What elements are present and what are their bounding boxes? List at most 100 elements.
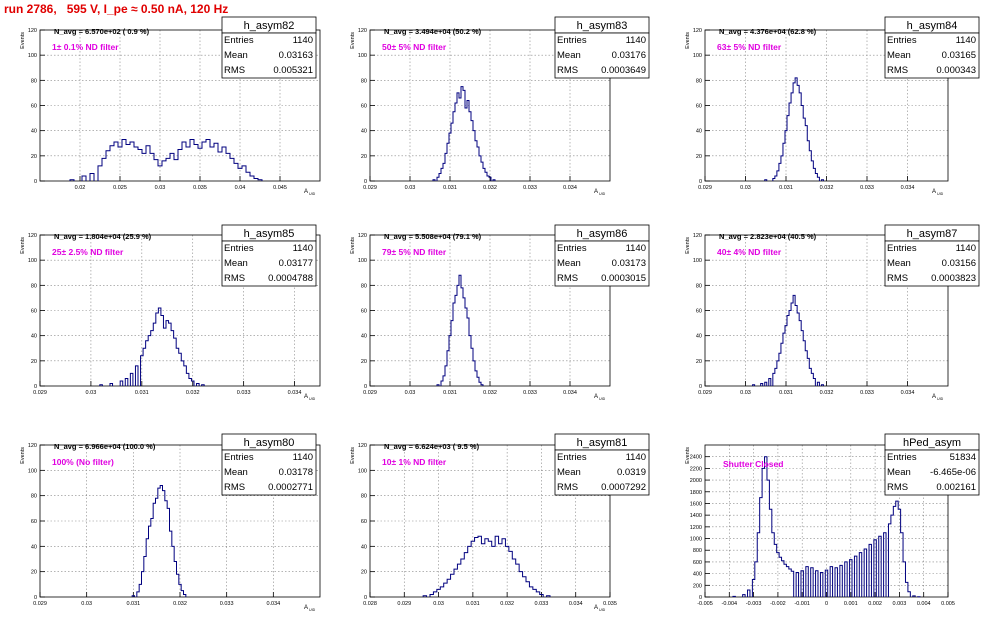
histogram-line	[764, 77, 824, 181]
stat-value: 1140	[293, 452, 313, 463]
x-tick-label: 0.03	[405, 185, 416, 191]
y-tick-label: 60	[31, 519, 37, 525]
stat-label: Entries	[557, 452, 587, 463]
x-tick-label: 0.029	[363, 390, 377, 396]
y-tick-label: 600	[693, 560, 702, 566]
stat-label: Entries	[557, 35, 587, 46]
x-axis-title: AUID	[932, 189, 944, 196]
stats-title: h_asym84	[907, 20, 958, 32]
y-tick-label: 120	[358, 28, 367, 34]
y-tick-label: 40	[361, 544, 367, 550]
histogram-panel-h_asym86: 0 20 40 60 80 100 120 0.029 0.03 0.031 0.032 0.033 0…	[350, 224, 650, 401]
stats-title: hPed_asym	[903, 437, 961, 449]
x-axis-title: AUID	[594, 394, 606, 401]
stat-label: RMS	[557, 482, 578, 493]
x-tick-label: 0.029	[33, 601, 47, 607]
y-tick-label: 100	[28, 258, 37, 264]
histogram-panel-h_asym83: 0 20 40 60 80 100 120 0.029 0.03 0.031 0.032 0.033 0…	[350, 16, 650, 196]
x-tick-label: 0.032	[483, 185, 497, 191]
y-tick-label: 0	[364, 595, 367, 601]
x-tick-label: -0.003	[746, 601, 762, 607]
stat-value: 0.000343	[936, 65, 976, 76]
y-tick-label: 40	[31, 544, 37, 550]
x-tick-label: 0.031	[443, 185, 457, 191]
stats-box	[554, 449, 650, 496]
stats-title: h_asym80	[244, 437, 295, 449]
y-axis-title: Events	[20, 237, 26, 254]
stat-label: Mean	[887, 258, 911, 269]
histogram-panel-h_asym84: 0 20 40 60 80 100 120 0.029 0.03 0.031 0.032 0.033 0…	[685, 16, 980, 196]
x-tick-label: 0.033	[237, 390, 251, 396]
y-tick-label: 120	[358, 233, 367, 239]
y-tick-label: 0	[34, 179, 37, 185]
y-tick-label: 20	[696, 154, 702, 160]
x-axis-title: AUID	[932, 394, 944, 401]
x-tick-label: 0.033	[220, 601, 234, 607]
x-axis-title: AUID	[594, 189, 606, 196]
histogram-panel-h_asym87: 0 20 40 60 80 100 120 0.029 0.03 0.031 0.032 0.033 0…	[685, 224, 980, 401]
stat-label: Mean	[887, 467, 911, 478]
navg-label: N_avg = 4.376e+04 (62.8 %)	[719, 27, 817, 36]
stat-label: RMS	[557, 273, 578, 284]
x-tick-label: 0.032	[820, 390, 834, 396]
histogram-line	[436, 274, 484, 386]
y-tick-label: 20	[361, 154, 367, 160]
stat-label: Entries	[224, 452, 254, 463]
x-tick-label: 0.032	[186, 390, 200, 396]
stat-value: 0.0003649	[601, 65, 646, 76]
x-tick-label: 0.035	[193, 185, 207, 191]
y-axis-title: Events	[350, 237, 356, 254]
stat-value: 0.0003015	[601, 273, 646, 284]
stat-value: 0.03176	[612, 50, 646, 61]
y-tick-label: 60	[361, 309, 367, 315]
y-tick-label: 20	[31, 359, 37, 365]
histogram-panel-h_asym80: 0 20 40 60 80 100 120 0.029 0.03 0.031 0.032 0.033 0…	[20, 433, 321, 612]
stats-box	[884, 32, 980, 79]
stat-label: RMS	[224, 65, 245, 76]
navg-label: N_avg = 3.494e+04 (50.2 %)	[384, 27, 482, 36]
y-tick-label: 1400	[690, 513, 702, 519]
x-tick-label: 0.04	[235, 185, 246, 191]
y-tick-label: 20	[31, 570, 37, 576]
stats-box	[884, 240, 980, 287]
y-tick-label: 1200	[690, 525, 702, 531]
stat-value: 0.03178	[279, 467, 313, 478]
x-tick-label: 0.033	[535, 601, 549, 607]
stats-title: h_asym87	[907, 228, 958, 240]
y-tick-label: 0	[34, 384, 37, 390]
stat-label: Entries	[887, 35, 917, 46]
x-tick-label: -0.002	[770, 601, 786, 607]
stats-title: h_asym82	[244, 20, 295, 32]
x-tick-label: -0.001	[794, 601, 810, 607]
y-tick-label: 80	[31, 283, 37, 289]
y-tick-label: 120	[358, 443, 367, 449]
x-tick-label: 0.03	[740, 185, 751, 191]
y-tick-label: 100	[358, 53, 367, 59]
stat-value: 0.0003823	[931, 273, 976, 284]
stat-label: Entries	[887, 243, 917, 254]
y-tick-label: 0	[699, 595, 702, 601]
histogram-line	[99, 307, 205, 386]
navg-label: N_avg = 6.570e+02 ( 0.9 %)	[54, 27, 150, 36]
navg-label: N_avg = 6.966e+04 (100.0 %)	[54, 442, 156, 451]
stat-value: 0.03163	[279, 50, 313, 61]
y-axis-title: Events	[350, 447, 356, 464]
filter-note: 63± 5% ND filter	[717, 42, 782, 52]
y-tick-label: 120	[28, 233, 37, 239]
stat-value: 0.005321	[273, 65, 313, 76]
y-tick-label: 800	[693, 548, 702, 554]
x-tick-label: 0.034	[563, 185, 577, 191]
x-tick-label: 0.033	[860, 185, 874, 191]
x-tick-label: 0.03	[155, 185, 166, 191]
y-tick-label: 80	[31, 78, 37, 84]
stats-box	[221, 449, 317, 496]
x-tick-label: 0.033	[523, 390, 537, 396]
stat-label: Mean	[557, 467, 581, 478]
stat-label: RMS	[224, 482, 245, 493]
y-tick-label: 20	[31, 154, 37, 160]
y-axis-title: Events	[20, 447, 26, 464]
stat-label: Mean	[557, 50, 581, 61]
stat-value: 0.0002771	[268, 482, 313, 493]
stats-box	[884, 449, 980, 496]
histogram-line	[732, 456, 921, 598]
